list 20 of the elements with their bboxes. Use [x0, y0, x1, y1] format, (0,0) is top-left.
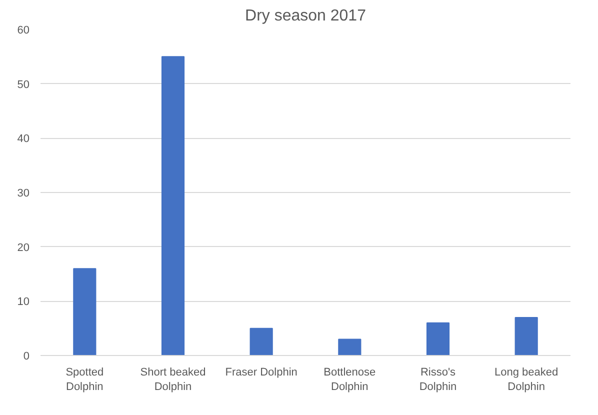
- y-tick-label: 30: [17, 188, 30, 200]
- x-tick-label: Long beaked Dolphin: [494, 366, 558, 393]
- x-tick-label: Fraser Dolphin: [225, 366, 298, 378]
- y-tick-label: 40: [17, 133, 30, 146]
- y-tick-label: 50: [17, 78, 30, 91]
- x-tick-label: Short beaked Dolphin: [140, 366, 206, 393]
- bar: [250, 328, 273, 356]
- y-tick-label: 10: [17, 296, 30, 308]
- bar: [161, 56, 185, 356]
- bar: [73, 268, 96, 356]
- y-tick-label: 0: [23, 350, 30, 362]
- bar: [514, 316, 538, 356]
- chart-title: Dry season 2017: [245, 8, 366, 24]
- x-tick-label: Risso's Dolphin: [419, 366, 457, 393]
- y-tick-label: 20: [17, 242, 30, 254]
- bar: [338, 338, 362, 356]
- x-tick-label: Bottlenose Dolphin: [324, 366, 376, 393]
- y-tick-label: 60: [17, 24, 30, 36]
- bar: [426, 322, 450, 356]
- x-tick-label: Spotted Dolphin: [66, 366, 104, 393]
